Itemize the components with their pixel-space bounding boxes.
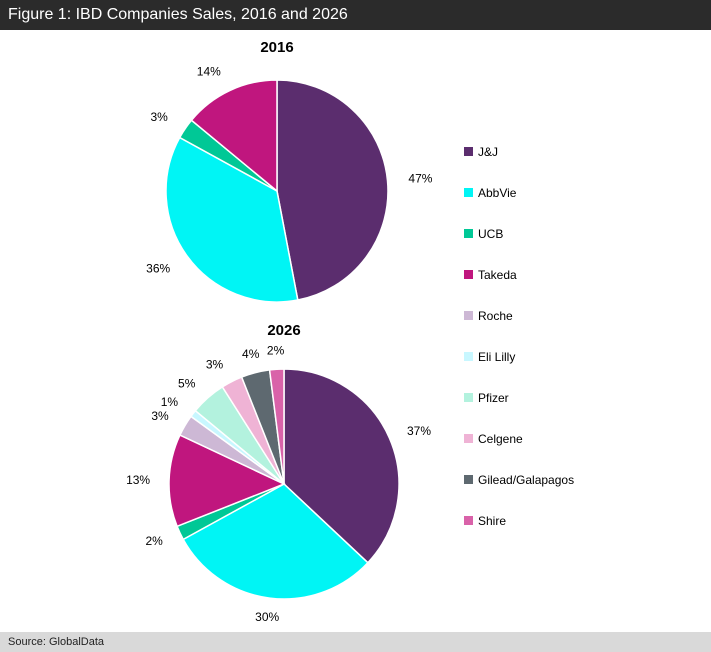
legend-swatch-gilead-galapagos — [464, 475, 473, 484]
figure-source: Source: GlobalData — [0, 632, 711, 652]
pie-slice-takeda — [168, 434, 286, 528]
legend-swatch-roche — [464, 311, 473, 320]
legend-label-takeda: Takeda — [478, 268, 517, 282]
data-label-eli-lilly: 1% — [161, 395, 179, 409]
legend-swatch-takeda — [464, 270, 473, 279]
data-label-abbvie: 36% — [146, 262, 170, 276]
data-label-gilead-galapagos: 4% — [242, 347, 260, 361]
data-label-j-j: 47% — [408, 172, 432, 186]
data-label-abbvie: 30% — [255, 610, 279, 624]
data-label-pfizer: 5% — [178, 377, 196, 391]
legend-label-j-j: J&J — [478, 145, 498, 159]
data-label-shire: 2% — [267, 343, 285, 357]
pie-slice-shire — [268, 368, 285, 485]
legend-label-abbvie: AbbVie — [478, 186, 517, 200]
pie-slice-takeda — [190, 79, 278, 193]
legend-label-roche: Roche — [478, 309, 513, 323]
pie-slice-j-j — [283, 368, 400, 564]
legend-label-eli-lilly: Eli Lilly — [478, 350, 515, 364]
pie-title: 2016 — [260, 39, 293, 56]
legend-label-ucb: UCB — [478, 227, 503, 241]
data-label-ucb: 3% — [150, 110, 168, 124]
legend-swatch-eli-lilly — [464, 352, 473, 361]
legend-label-shire: Shire — [478, 514, 506, 528]
pie-slice-abbvie — [165, 136, 299, 303]
legend-swatch-celgene — [464, 434, 473, 443]
legend-label-pfizer: Pfizer — [478, 391, 509, 405]
legend-swatch-shire — [464, 516, 473, 525]
pie-charts: 201647%36%3%14%202637%30%2%13%3%1%5%3%4%… — [126, 39, 574, 624]
data-label-j-j: 37% — [407, 424, 431, 438]
pie-chart-2016: 2016 47% 36% 3% 14% — [146, 39, 433, 303]
legend-swatch-j-j — [464, 147, 473, 156]
legend: J&J AbbVie UCB Takeda Roche Eli Lilly Pfizer Ce… — [464, 145, 574, 528]
data-label-celgene: 3% — [206, 358, 224, 372]
data-label-roche: 3% — [151, 409, 169, 423]
legend-label-gilead-galapagos: Gilead/Galapagos — [478, 473, 574, 487]
legend-swatch-ucb — [464, 229, 473, 238]
legend-label-celgene: Celgene — [478, 432, 523, 446]
data-label-ucb: 2% — [145, 534, 163, 548]
legend-swatch-pfizer — [464, 393, 473, 402]
pie-slice-abbvie — [182, 483, 369, 600]
pie-slice-j-j — [276, 79, 389, 301]
data-label-takeda: 13% — [126, 473, 150, 487]
figure-title: Figure 1: IBD Companies Sales, 2016 and … — [0, 0, 711, 30]
chart-area: 2016 47% 36% 3% 14% 2026 37% 30% 2% 13% 3% 1% 5% 3% 4%… — [0, 30, 711, 632]
data-label-takeda: 14% — [197, 65, 221, 79]
pie-title: 2026 — [267, 322, 300, 339]
legend-swatch-abbvie — [464, 188, 473, 197]
